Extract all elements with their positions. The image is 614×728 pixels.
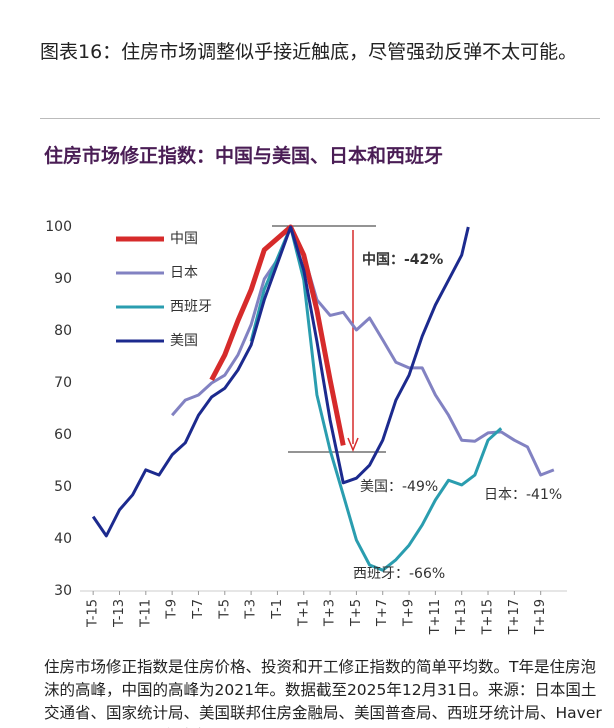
annotation: 中国：-42% xyxy=(362,251,443,268)
x-tick-label: T+13 xyxy=(454,599,469,635)
x-tick-label: T-3 xyxy=(244,599,259,620)
header-title: 图表16：住房市场调整似乎接近触底，尽管强劲反弹不太可能。 xyxy=(40,41,578,63)
legend-label: 日本 xyxy=(170,265,198,281)
series-line xyxy=(209,224,346,446)
x-tick-label: T-5 xyxy=(217,599,232,620)
y-tick-label: 80 xyxy=(54,323,72,339)
y-tick-label: 60 xyxy=(54,427,72,443)
y-tick-label: 30 xyxy=(54,583,72,599)
y-tick-label: 70 xyxy=(54,375,72,391)
y-tick-label: 50 xyxy=(54,479,72,495)
x-tick-label: T-15 xyxy=(86,599,101,628)
legend-label: 西班牙 xyxy=(170,299,212,315)
separator xyxy=(40,118,600,119)
x-tick-label: T+15 xyxy=(481,599,496,635)
arrow-head xyxy=(347,437,359,452)
y-tick-label: 100 xyxy=(45,219,72,235)
x-tick-label: T-1 xyxy=(270,599,285,620)
x-tick-label: T-9 xyxy=(165,599,180,620)
footnote: 住房市场修正指数是住房价格、投资和开工修正指数的简单平均数。T年是住房泡沫的高峰… xyxy=(44,658,602,728)
annotation: 日本：-41% xyxy=(484,487,562,503)
annotation: 美国：-49% xyxy=(360,479,438,495)
series-line xyxy=(171,225,555,477)
legend-label: 美国 xyxy=(170,333,198,349)
x-tick-label: T+5 xyxy=(349,599,364,627)
x-tick-label: T+11 xyxy=(428,599,443,635)
x-tick-label: T+7 xyxy=(375,599,390,627)
x-tick-label: T+19 xyxy=(533,599,548,635)
x-tick-label: T+3 xyxy=(323,599,338,627)
x-tick-label: T+9 xyxy=(402,599,417,627)
y-tick-label: 40 xyxy=(54,531,72,547)
x-tick-label: T-11 xyxy=(138,599,153,628)
y-tick-label: 90 xyxy=(54,271,72,287)
x-tick-label: T-13 xyxy=(112,599,127,628)
series-line xyxy=(91,225,470,538)
series-line xyxy=(249,225,503,572)
annotation: 西班牙：-66% xyxy=(353,566,445,582)
x-tick-label: T+1 xyxy=(296,599,311,627)
x-tick-label: T+17 xyxy=(507,599,522,635)
legend-label: 中国 xyxy=(170,231,198,247)
x-tick-label: T-7 xyxy=(191,599,206,620)
chart-title: 住房市场修正指数：中国与美国、日本和西班牙 xyxy=(44,145,444,167)
